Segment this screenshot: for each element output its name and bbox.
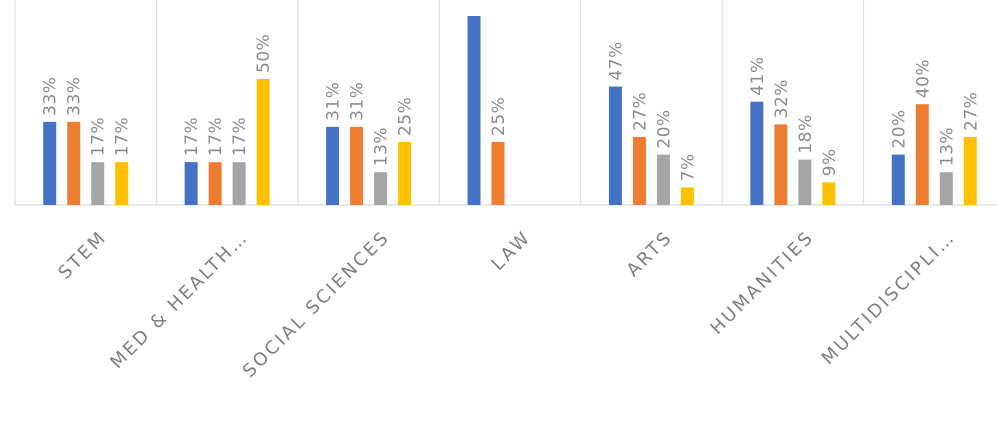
data-label: 13% bbox=[372, 127, 392, 166]
data-label: 31% bbox=[348, 82, 368, 121]
category-label: MED & HEALTH… bbox=[106, 227, 252, 373]
bar bbox=[256, 79, 270, 205]
data-label: 9% bbox=[820, 148, 840, 176]
bar bbox=[798, 159, 812, 205]
bar bbox=[632, 136, 646, 205]
data-label: 7% bbox=[678, 153, 698, 181]
bar bbox=[963, 136, 977, 205]
data-label: 32% bbox=[772, 79, 792, 118]
category-label: MULTIDISCIPLI… bbox=[818, 227, 960, 369]
data-label: 41% bbox=[748, 56, 768, 95]
bar bbox=[608, 86, 622, 205]
bar bbox=[115, 162, 129, 205]
data-label: 17% bbox=[182, 117, 202, 156]
data-label: 17% bbox=[89, 117, 109, 156]
bar bbox=[891, 154, 905, 205]
bar bbox=[67, 121, 81, 205]
data-label: 27% bbox=[630, 92, 650, 131]
bar bbox=[91, 162, 105, 205]
category-label: ARTS bbox=[623, 227, 677, 281]
bar bbox=[43, 121, 57, 205]
category-label: LAW bbox=[487, 227, 535, 275]
data-label: 17% bbox=[206, 117, 226, 156]
bar bbox=[656, 154, 670, 205]
data-label: 40% bbox=[913, 59, 933, 98]
bar bbox=[491, 142, 505, 205]
data-label: 50% bbox=[254, 34, 274, 73]
data-label: 47% bbox=[606, 41, 626, 80]
data-label: 18% bbox=[796, 114, 816, 153]
bar bbox=[822, 182, 836, 205]
data-label: 13% bbox=[937, 127, 957, 166]
bar bbox=[232, 162, 246, 205]
bar bbox=[467, 16, 481, 205]
data-label: 17% bbox=[113, 117, 133, 156]
bar bbox=[374, 172, 388, 205]
data-label: 31% bbox=[324, 82, 344, 121]
data-label: 17% bbox=[230, 117, 250, 156]
data-label: 20% bbox=[889, 109, 909, 148]
data-label: 33% bbox=[65, 77, 85, 116]
data-label: 20% bbox=[654, 109, 674, 148]
category-label: STEM bbox=[54, 227, 111, 284]
bar bbox=[680, 187, 694, 205]
bar bbox=[398, 142, 412, 205]
bar bbox=[184, 162, 198, 205]
bar bbox=[326, 126, 340, 205]
data-label: 25% bbox=[396, 97, 416, 136]
bar bbox=[939, 172, 953, 205]
bar bbox=[350, 126, 364, 205]
category-label: SOCIAL SCIENCES bbox=[239, 227, 394, 382]
bar bbox=[208, 162, 222, 205]
bar bbox=[915, 104, 929, 205]
category-label: HUMANITIES bbox=[706, 227, 818, 339]
bar bbox=[750, 101, 764, 205]
data-label: 27% bbox=[961, 92, 981, 131]
data-label: 33% bbox=[41, 77, 61, 116]
data-label: 25% bbox=[489, 97, 509, 136]
bar bbox=[774, 124, 788, 205]
